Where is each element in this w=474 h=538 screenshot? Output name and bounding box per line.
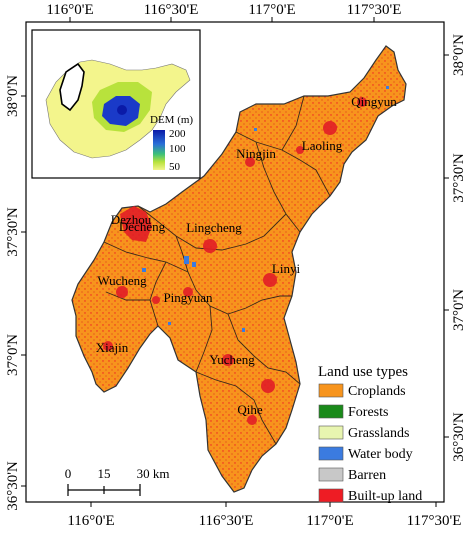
label-laoling: Laoling <box>302 138 343 153</box>
right-tick-38-0: 38°0'N <box>451 34 467 76</box>
bottom-tick-116-0: 116°0'E <box>67 513 114 529</box>
top-tick-116-30: 116°30'E <box>144 2 199 18</box>
legend-title: Land use types <box>318 364 408 380</box>
label-linyi: Linyi <box>272 261 301 276</box>
label-xiajin: Xiajin <box>96 340 129 355</box>
legend-item-water-body: Water body <box>318 446 413 462</box>
top-tick-117-0: 117°0'E <box>248 2 295 18</box>
dem-title: DEM (m) <box>150 114 193 126</box>
legend-label-croplands: Croplands <box>348 384 406 399</box>
left-tick-37-0: 37°0'N <box>5 334 21 376</box>
legend-item-croplands: Croplands <box>318 383 406 399</box>
legend-item-barren: Barren <box>318 467 386 483</box>
right-tick-37-30: 37°30'N <box>451 153 467 203</box>
legend-item-grasslands: Grasslands <box>318 425 409 441</box>
left-tick-37-30: 37°30'N <box>5 207 21 257</box>
dem-value-200: 200 <box>169 128 186 140</box>
scale-label-0: 0 <box>65 466 72 481</box>
legend-item-forests: Forests <box>318 404 388 420</box>
water-bodies <box>142 86 389 332</box>
scale-bar: 0 15 30 km <box>65 466 170 496</box>
dem-color-bar <box>153 130 165 170</box>
right-tick-37-0: 37°0'N <box>451 289 467 331</box>
legend-swatch-barren <box>318 467 344 482</box>
label-pingyuan: Pingyuan <box>163 290 213 305</box>
study-area-region <box>71 45 407 493</box>
inset-study-area <box>59 62 85 112</box>
scale-label-30km: 30 km <box>137 466 170 481</box>
label-qingyun: Qingyun <box>351 94 397 109</box>
scale-label-15: 15 <box>98 466 111 481</box>
legend-swatch-croplands <box>318 383 344 398</box>
dem-value-100: 100 <box>169 143 186 155</box>
right-tick-36-30: 36°30'N <box>451 412 467 462</box>
built-up-patches <box>103 97 367 425</box>
county-boundaries <box>103 95 331 445</box>
bottom-tick-117-0: 117°0'E <box>306 513 353 529</box>
bottom-tick-117-30: 117°30'E <box>407 513 462 529</box>
left-tick-36-30: 36°30'N <box>5 461 21 511</box>
top-tick-116-0: 116°0'E <box>46 2 93 18</box>
legend-swatch-water-body <box>318 446 344 461</box>
legend-swatch-grasslands <box>318 425 344 440</box>
left-tick-38-0: 38°0'N <box>5 75 21 117</box>
label-dezhou: Dezhou <box>111 212 152 227</box>
dem-value-50: 50 <box>169 161 181 173</box>
label-wucheng: Wucheng <box>97 273 147 288</box>
bottom-tick-116-30: 116°30'E <box>199 513 254 529</box>
label-yucheng: Yucheng <box>209 352 255 367</box>
legend-label-built-up-land: Built-up land <box>348 489 422 504</box>
label-decheng: Decheng <box>119 219 166 234</box>
legend-item-built-up-land: Built-up land <box>318 488 422 504</box>
label-qihe: Qihe <box>237 402 263 417</box>
legend-label-grasslands: Grasslands <box>348 426 409 441</box>
legend-label-barren: Barren <box>348 468 386 483</box>
legend-swatch-built-up-land <box>318 488 344 503</box>
legend-label-forests: Forests <box>348 405 388 420</box>
label-ningjin: Ningjin <box>236 146 276 161</box>
tick-marks <box>21 17 449 507</box>
inset-map: DEM (m) 200 100 50 <box>31 29 201 179</box>
top-tick-117-30: 117°30'E <box>347 2 402 18</box>
legend-swatch-forests <box>318 404 344 419</box>
legend-label-water-body: Water body <box>348 447 413 462</box>
legend: Land use types Croplands Forests Grassla… <box>318 364 422 504</box>
label-lingcheng: Lingcheng <box>186 220 242 235</box>
